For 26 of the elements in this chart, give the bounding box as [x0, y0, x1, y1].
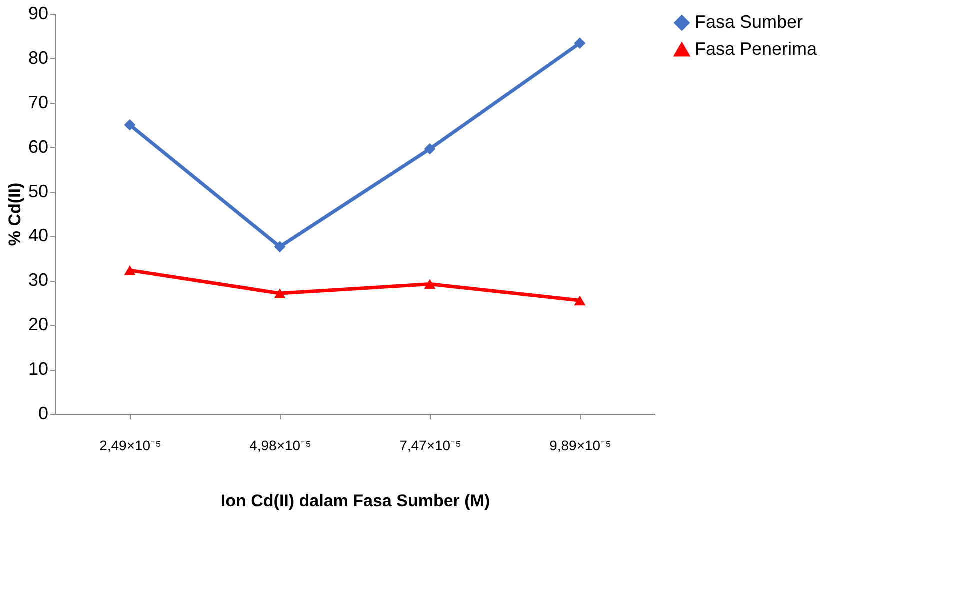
x-tick-label: 2,49×10⁻⁵	[100, 438, 162, 454]
point	[424, 143, 436, 155]
x-tick-label: 4,98×10⁻⁵	[250, 438, 312, 454]
point	[124, 119, 136, 131]
y-tick-label: 0	[38, 404, 48, 424]
y-tick-label: 40	[28, 226, 48, 246]
y-tick-label: 20	[28, 314, 48, 335]
point	[124, 266, 136, 276]
y-tick-label: 70	[28, 92, 48, 112]
point	[574, 296, 586, 306]
x-axis-title: Ion Cd(II) dalam Fasa Sumber (M)	[220, 492, 490, 510]
legend-label: Fasa Penerima	[695, 39, 818, 59]
y-tick-label: 10	[28, 359, 48, 380]
point	[574, 38, 586, 50]
y-tick-label: 50	[28, 181, 48, 202]
y-tick-label: 60	[28, 136, 48, 157]
y-tick-label: 30	[28, 270, 48, 290]
point	[424, 279, 436, 290]
x-tick-label: 9,89×10⁻⁵	[550, 438, 612, 454]
y-tick-label: 80	[28, 48, 48, 68]
y-tick-label: 90	[28, 4, 48, 24]
point	[274, 241, 286, 253]
legend-label: Fasa Sumber	[695, 12, 804, 32]
x-tick-label: 7,47×10⁻⁵	[400, 438, 462, 454]
y-axis-title: % Cd(II)	[5, 182, 24, 246]
point	[274, 288, 286, 298]
